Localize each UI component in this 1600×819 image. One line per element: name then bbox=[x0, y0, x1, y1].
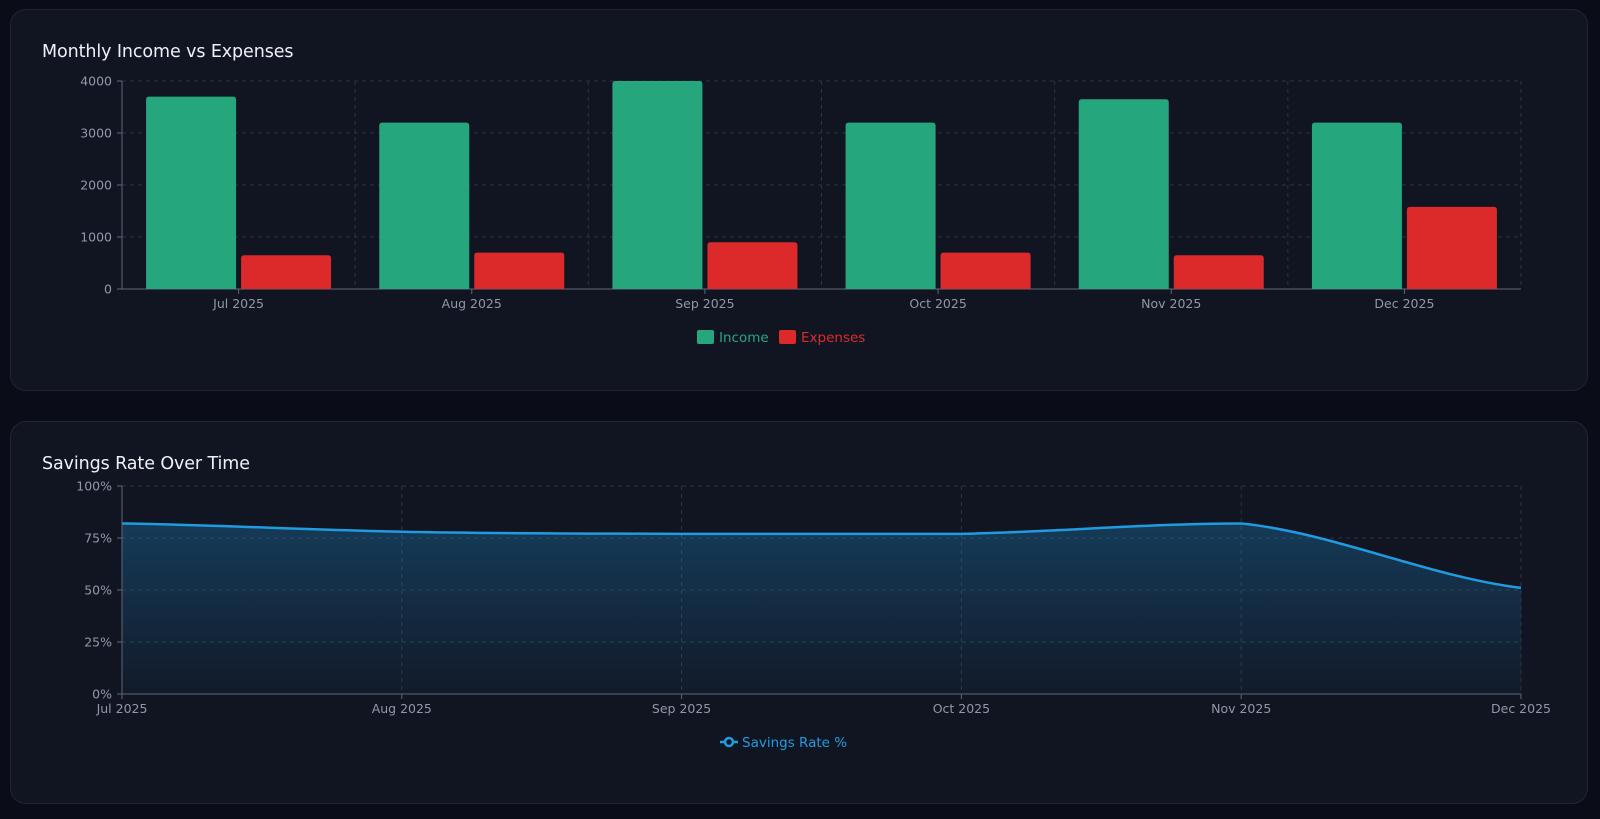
x-tick-label: Sep 2025 bbox=[652, 701, 711, 716]
expenses-legend-label: Expenses bbox=[801, 330, 865, 346]
income-bar bbox=[1311, 122, 1402, 289]
y-tick-label: 50% bbox=[84, 583, 112, 598]
savings-legend-label: Savings Rate % bbox=[742, 735, 847, 751]
x-tick-label: Dec 2025 bbox=[1491, 701, 1551, 716]
expenses-bar bbox=[474, 252, 565, 289]
expenses-bar bbox=[1173, 255, 1264, 289]
expenses-bar bbox=[241, 255, 332, 289]
y-tick-label: 3000 bbox=[80, 126, 112, 141]
x-tick-label: Jul 2025 bbox=[212, 296, 264, 311]
x-tick-label: Oct 2025 bbox=[909, 296, 966, 311]
y-tick-label: 2000 bbox=[80, 178, 112, 193]
x-tick-label: Aug 2025 bbox=[442, 296, 502, 311]
income-legend-label: Income bbox=[719, 330, 769, 346]
income-bar bbox=[1078, 99, 1169, 289]
savings-rate-area bbox=[122, 523, 1521, 694]
income-bar bbox=[146, 96, 237, 289]
expenses-legend-swatch bbox=[779, 330, 796, 344]
savings-legend-marker-icon bbox=[723, 736, 735, 748]
x-tick-label: Nov 2025 bbox=[1211, 701, 1271, 716]
x-tick-label: Sep 2025 bbox=[675, 296, 734, 311]
expenses-bar bbox=[940, 252, 1031, 289]
income-bar bbox=[612, 81, 703, 289]
y-tick-label: 0 bbox=[104, 282, 112, 297]
expenses-bar bbox=[707, 242, 798, 289]
income-bar bbox=[845, 122, 936, 289]
savings-rate-card: Savings Rate Over Time 0% 25% 50% 75% 100% Ju… bbox=[10, 421, 1588, 804]
x-tick-label: Oct 2025 bbox=[933, 701, 990, 716]
income-expenses-card: Monthly Income vs Expenses 0 1000 2000 3000… bbox=[10, 9, 1588, 391]
savings-rate-chart: 0% 25% 50% 75% 100% Jul 2025 Aug 2025 Sep 2025 O… bbox=[76, 479, 1551, 752]
x-tick-label: Jul 2025 bbox=[96, 701, 148, 716]
income-legend-swatch bbox=[697, 330, 714, 344]
x-tick-label: Dec 2025 bbox=[1374, 296, 1434, 311]
chart-title: Monthly Income vs Expenses bbox=[42, 42, 294, 62]
income-expenses-chart: 0 1000 2000 3000 4000 Jul 2025 Aug 2025 Sep 202… bbox=[80, 74, 1522, 346]
expenses-bar bbox=[1406, 206, 1497, 289]
chart-title: Savings Rate Over Time bbox=[42, 454, 250, 474]
y-tick-label: 25% bbox=[84, 635, 112, 650]
y-tick-label: 75% bbox=[84, 531, 112, 546]
savings-rate-line bbox=[121, 522, 1522, 590]
x-tick-label: Nov 2025 bbox=[1141, 296, 1201, 311]
income-bar bbox=[379, 122, 470, 289]
y-tick-label: 1000 bbox=[80, 230, 112, 245]
y-tick-label: 100% bbox=[76, 479, 112, 494]
y-tick-label: 0% bbox=[92, 687, 112, 702]
y-tick-label: 4000 bbox=[80, 74, 112, 89]
x-tick-label: Aug 2025 bbox=[372, 701, 432, 716]
